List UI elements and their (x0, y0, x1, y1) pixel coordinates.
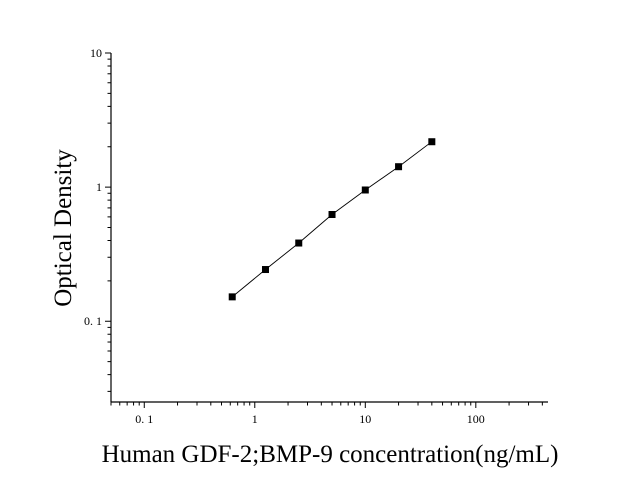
data-point (395, 163, 403, 171)
data-point (328, 211, 336, 219)
data-points (228, 138, 436, 301)
x-tick-label: 10 (359, 412, 371, 426)
x-tick-label: 0. 1 (135, 412, 153, 426)
data-point (361, 186, 369, 194)
x-axis-title: Human GDF-2;BMP-9 concentration(ng/mL) (102, 441, 559, 468)
ticks: 0. 1 1 10 100 0. 1 1 10 (84, 46, 543, 426)
y-tick-label: 1 (96, 180, 102, 194)
data-point (261, 266, 269, 274)
x-tick-label: 100 (467, 412, 485, 426)
y-tick-label: 0. 1 (84, 314, 102, 328)
y-axis-title: Optical Density (50, 149, 77, 307)
y-tick-label: 10 (90, 46, 102, 60)
data-point (295, 239, 303, 247)
data-point (428, 138, 436, 146)
axes (110, 53, 548, 403)
x-tick-label: 1 (252, 412, 258, 426)
data-point (228, 293, 236, 301)
